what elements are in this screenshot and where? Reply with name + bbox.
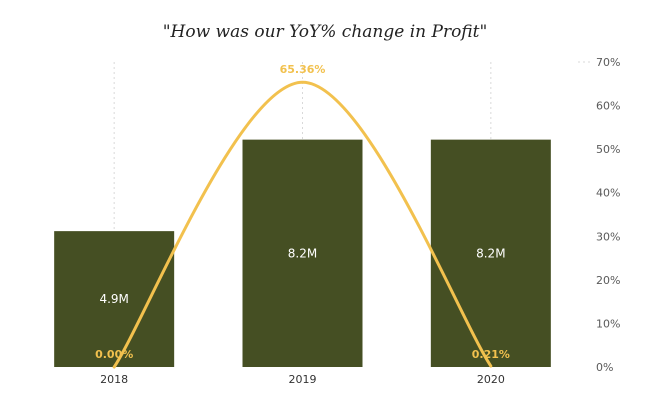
line-label-2020: 0.21% xyxy=(472,348,510,361)
right-tick-50pct: 50% xyxy=(596,143,620,156)
x-tick-2018: 2018 xyxy=(100,373,128,386)
bar-2020 xyxy=(430,139,551,367)
x-tick-2019: 2019 xyxy=(289,373,317,386)
x-tick-2020: 2020 xyxy=(477,373,505,386)
right-tick-70pct: 70% xyxy=(596,56,620,69)
right-tick-20pct: 20% xyxy=(596,274,620,287)
line-label-2019: 65.36% xyxy=(280,63,326,76)
right-tick-30pct: 30% xyxy=(596,230,620,243)
bar-label-2018: 4.9M xyxy=(99,292,128,306)
yoy-line xyxy=(112,80,493,369)
bar-label-2019: 8.2M xyxy=(288,246,317,260)
line-label-2018: 0.00% xyxy=(95,348,133,361)
right-tick-0pct: 0% xyxy=(596,361,613,374)
bar-2019 xyxy=(242,139,363,367)
right-tick-10pct: 10% xyxy=(596,317,620,330)
chart-title: "How was our YoY% change in Profit" xyxy=(162,22,488,42)
right-tick-60pct: 60% xyxy=(596,100,620,113)
bar-2018 xyxy=(54,231,175,367)
right-tick-40pct: 40% xyxy=(596,187,620,200)
bar-label-2020: 8.2M xyxy=(476,246,505,260)
